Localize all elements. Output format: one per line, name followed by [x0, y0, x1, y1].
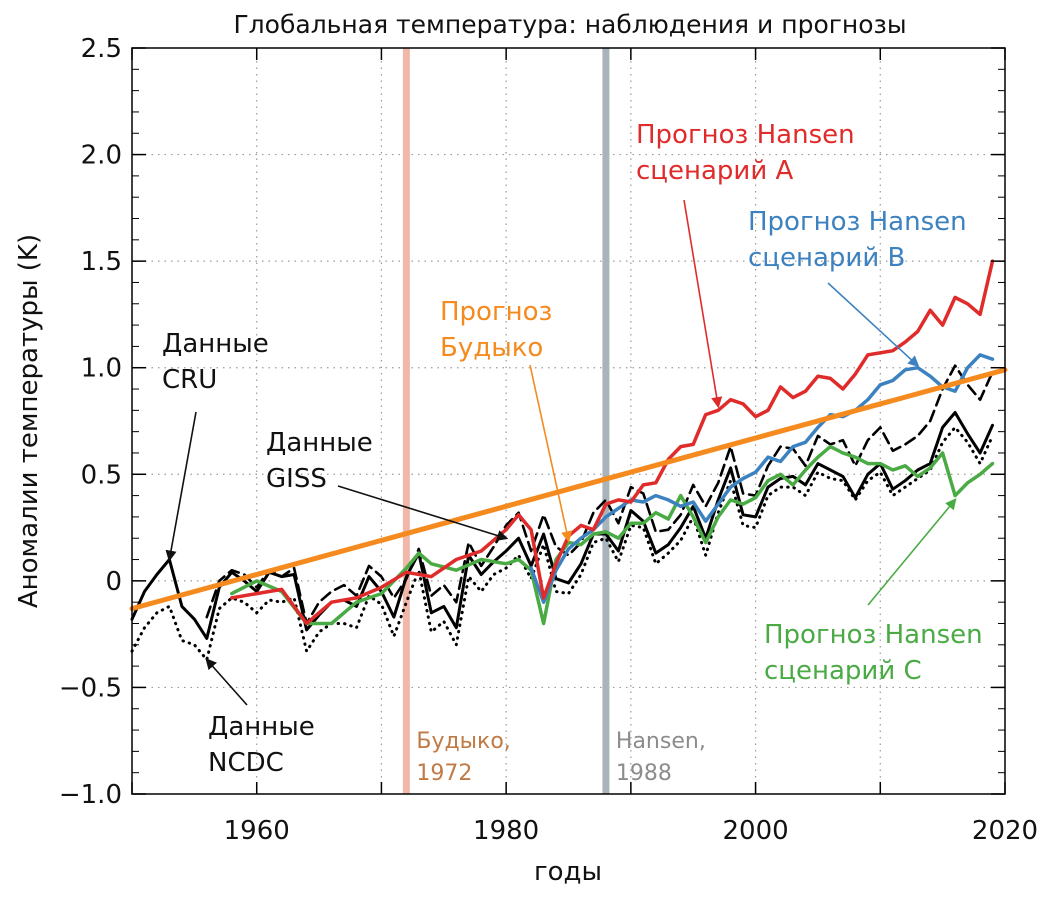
series-line-hansen_a	[230, 259, 995, 626]
series-line-hansen_c	[230, 444, 995, 626]
annotation-arrow-budyko	[529, 364, 573, 543]
x-tick-label: 1960	[224, 816, 290, 846]
series-line-ncdc	[130, 425, 994, 662]
x-axis-label: годы	[534, 857, 602, 887]
series-line-budyko	[129, 367, 1008, 612]
reference-line-label: Будыко,	[416, 729, 510, 754]
annotation-label-hansen_a: Прогноз Hansen	[636, 120, 855, 150]
annotation-arrow-giss	[337, 485, 509, 541]
annotation-label-hansen_c: сценарий C	[764, 656, 922, 686]
y-tick-label: −1.0	[59, 780, 122, 810]
annotation-arrow-cru	[165, 411, 197, 562]
y-tick-label: 2.5	[81, 34, 122, 64]
reference-line-label: Hansen,	[616, 729, 706, 754]
series-line-cru	[130, 411, 994, 640]
y-tick-label: 0.5	[81, 460, 122, 490]
series-line-giss	[205, 364, 994, 625]
annotation-label-cru: Данные	[162, 329, 269, 359]
chart-title: Глобальная температура: наблюдения и про…	[233, 10, 906, 39]
axis-ticks: 2.5 2.0 1.5 1.0 0.5 0 −0.5 −1.0 1960 1980 2000 2020	[59, 34, 1038, 846]
y-tick-label: 1.5	[81, 247, 122, 277]
annotation-label-budyko: Прогноз	[440, 297, 552, 327]
annotation-label-hansen_b: Прогноз Hansen	[748, 207, 967, 237]
data-series	[129, 259, 1008, 662]
annotation-label-giss: GISS	[266, 464, 327, 494]
annotation-arrow-hansen_b	[827, 282, 920, 368]
y-axis-label: Аномалии температуры (K)	[14, 234, 44, 608]
y-tick-label: 0	[105, 567, 122, 597]
annotation-arrow-ncdc	[205, 658, 248, 706]
reference-lines: Будыко, 1972 Hansen, 1988	[402, 48, 706, 794]
annotation-arrow-hansen_a	[683, 199, 723, 409]
annotation-label-cru: CRU	[162, 365, 217, 395]
x-tick-label: 2020	[972, 816, 1038, 846]
y-tick-label: 2.0	[81, 141, 122, 171]
series-line-hansen_b	[529, 353, 995, 604]
annotation-label-hansen_a: сценарий A	[636, 156, 793, 186]
grid	[132, 48, 1005, 794]
annotation-arrow-hansen_c	[867, 498, 957, 606]
y-tick-label: −0.5	[59, 673, 122, 703]
annotation-label-budyko: Будыко	[440, 333, 543, 363]
annotation-label-ncdc: NCDC	[208, 748, 284, 778]
annotation-label-hansen_c: Прогноз Hansen	[764, 620, 983, 650]
x-tick-label: 1980	[473, 816, 539, 846]
plot-frame	[131, 47, 1006, 795]
annotation-label-hansen_b: сценарий B	[748, 243, 905, 273]
reference-line-label: 1972	[416, 761, 472, 786]
annotation-label-ncdc: Данные	[208, 712, 315, 742]
y-tick-label: 1.0	[81, 354, 122, 384]
annotation-label-giss: Данные	[266, 428, 373, 458]
x-tick-label: 2000	[722, 816, 788, 846]
reference-line-label: 1988	[616, 761, 672, 786]
annotations: Данные CRU Данные GISS Данные NCDC Прогноз Буды…	[162, 120, 983, 778]
